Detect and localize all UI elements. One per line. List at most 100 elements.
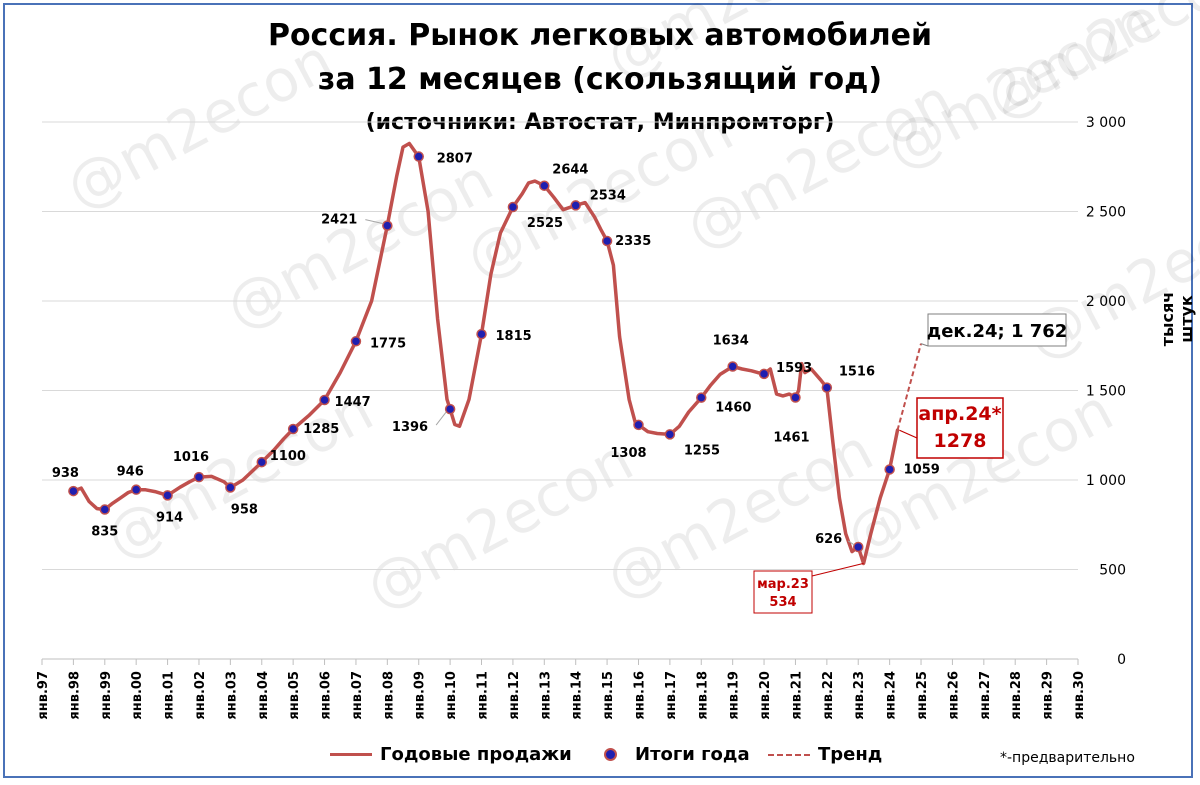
- x-tick-label: янв.04: [256, 671, 271, 720]
- year-total-label: 2525: [527, 216, 563, 231]
- callout-latest-date: апр.24*: [918, 403, 1001, 425]
- legend-dot-swatch: [604, 748, 617, 761]
- legend-dash-swatch: [768, 753, 810, 756]
- year-total-label: 1461: [773, 430, 809, 445]
- year-total-point: [287, 423, 299, 435]
- year-total-label: 1255: [684, 443, 720, 458]
- year-total-label: 2807: [437, 152, 473, 167]
- year-total-label: 946: [117, 465, 144, 480]
- watermark-text: @m2econ: [975, 0, 1200, 132]
- label-leader-line: [435, 411, 447, 426]
- year-total-label: 1516: [839, 365, 875, 380]
- x-tick-label: янв.22: [821, 671, 836, 720]
- year-total-point: [382, 220, 393, 231]
- year-total-point: [821, 382, 833, 393]
- year-total-label: 1396: [392, 420, 428, 435]
- x-tick-label: янв.28: [1009, 671, 1024, 720]
- year-total-label: 2644: [552, 163, 588, 178]
- footnote: *-предварительно: [1000, 750, 1135, 766]
- year-total-label: 835: [91, 525, 118, 540]
- x-tick-label: янв.97: [36, 671, 51, 720]
- x-tick-label: янв.15: [601, 671, 616, 720]
- callout-pointer-min: [811, 562, 864, 577]
- year-total-label: 1634: [713, 334, 749, 349]
- x-tick-label: янв.10: [444, 671, 459, 720]
- year-total-label: 1460: [715, 401, 751, 416]
- year-total-point: [413, 151, 424, 162]
- year-total-point: [664, 429, 676, 440]
- year-total-point: [193, 471, 205, 483]
- x-tick-label: янв.01: [162, 671, 177, 720]
- grid-layer: [42, 121, 1078, 660]
- series-line-trend: [896, 343, 922, 431]
- year-total-label: 1775: [370, 336, 406, 351]
- x-tick-label: янв.26: [946, 671, 961, 720]
- year-total-point: [539, 180, 550, 191]
- y-axis-unit-label: тысяч штук: [1158, 291, 1196, 347]
- chart-title-line1: Россия. Рынок легковых автомобилей: [267, 18, 933, 53]
- year-total-point: [444, 403, 456, 415]
- year-total-point: [601, 235, 613, 247]
- y-tick-label: 2 500: [1086, 205, 1126, 221]
- year-total-point: [256, 456, 268, 468]
- x-tick-label: янв.25: [915, 671, 930, 720]
- x-tick-label: янв.19: [727, 671, 742, 720]
- x-tick-label: янв.16: [632, 671, 647, 720]
- year-total-point: [570, 200, 581, 211]
- watermark-text: @m2econ: [55, 26, 344, 223]
- year-total-point: [319, 394, 330, 406]
- year-total-point: [99, 504, 111, 515]
- x-tick-label: янв.00: [130, 671, 145, 720]
- year-total-point: [476, 328, 487, 340]
- x-tick-label: янв.14: [570, 671, 585, 720]
- y-axis: 0 500 1 000 1 500 2 000 2 500 3 000: [1086, 115, 1126, 668]
- year-total-label: 914: [156, 510, 183, 525]
- year-total-label: 938: [52, 466, 79, 481]
- legend: Годовые продажи Итоги года Тренд: [0, 740, 1200, 770]
- year-total-label: 2534: [590, 188, 626, 203]
- x-tick-label: янв.13: [538, 671, 553, 720]
- year-total-label: 1285: [303, 422, 339, 437]
- legend-label-totals: Итоги года: [635, 744, 750, 765]
- label-leader-line: [365, 219, 384, 225]
- callout-latest-value: 1278: [934, 430, 987, 452]
- year-total-point: [852, 541, 864, 553]
- y-tick-label: 2 000: [1086, 294, 1126, 310]
- year-total-label: 2421: [321, 213, 357, 228]
- x-tick-label: янв.29: [1041, 671, 1056, 720]
- year-total-point: [162, 490, 173, 501]
- year-total-label: 1016: [173, 450, 209, 465]
- x-tick-label: янв.27: [978, 671, 993, 720]
- year-total-label: 1447: [335, 395, 371, 410]
- x-tick-label: янв.17: [664, 671, 679, 720]
- legend-item-totals: Итоги года: [590, 744, 750, 765]
- callout-box-latest: [916, 397, 1004, 459]
- x-axis: янв.97 янв.98 янв.99 янв.00 янв.01 янв.02 янв.…: [36, 659, 1087, 720]
- label-leader-line: [847, 540, 855, 546]
- year-total-point: [507, 201, 519, 213]
- y-tick-label: 0: [1117, 652, 1126, 668]
- x-tick-label: янв.18: [695, 671, 710, 720]
- year-total-point: [758, 368, 770, 380]
- year-total-label: 1059: [904, 462, 940, 477]
- legend-label-sales: Годовые продажи: [380, 744, 572, 765]
- x-tick-label: янв.02: [193, 671, 208, 720]
- callout-box-trend: [927, 313, 1067, 347]
- y-tick-label: 3 000: [1086, 115, 1126, 131]
- year-total-label: 1815: [496, 329, 532, 344]
- x-tick-label: янв.98: [67, 671, 82, 720]
- year-total-label: 1100: [270, 449, 306, 464]
- year-total-point: [696, 392, 707, 403]
- year-total-point: [68, 485, 79, 497]
- callout-min-date: мар.23: [757, 577, 809, 592]
- x-tick-label: янв.23: [852, 671, 867, 720]
- x-tick-label: янв.07: [350, 671, 365, 720]
- x-tick-label: янв.09: [413, 671, 428, 720]
- year-total-label: 1308: [610, 446, 646, 461]
- year-total-point: [727, 361, 738, 372]
- y-tick-label: 1 000: [1086, 473, 1126, 489]
- x-tick-label: янв.24: [884, 671, 899, 720]
- legend-label-trend: Тренд: [818, 744, 883, 765]
- legend-item-sales: Годовые продажи: [330, 744, 572, 765]
